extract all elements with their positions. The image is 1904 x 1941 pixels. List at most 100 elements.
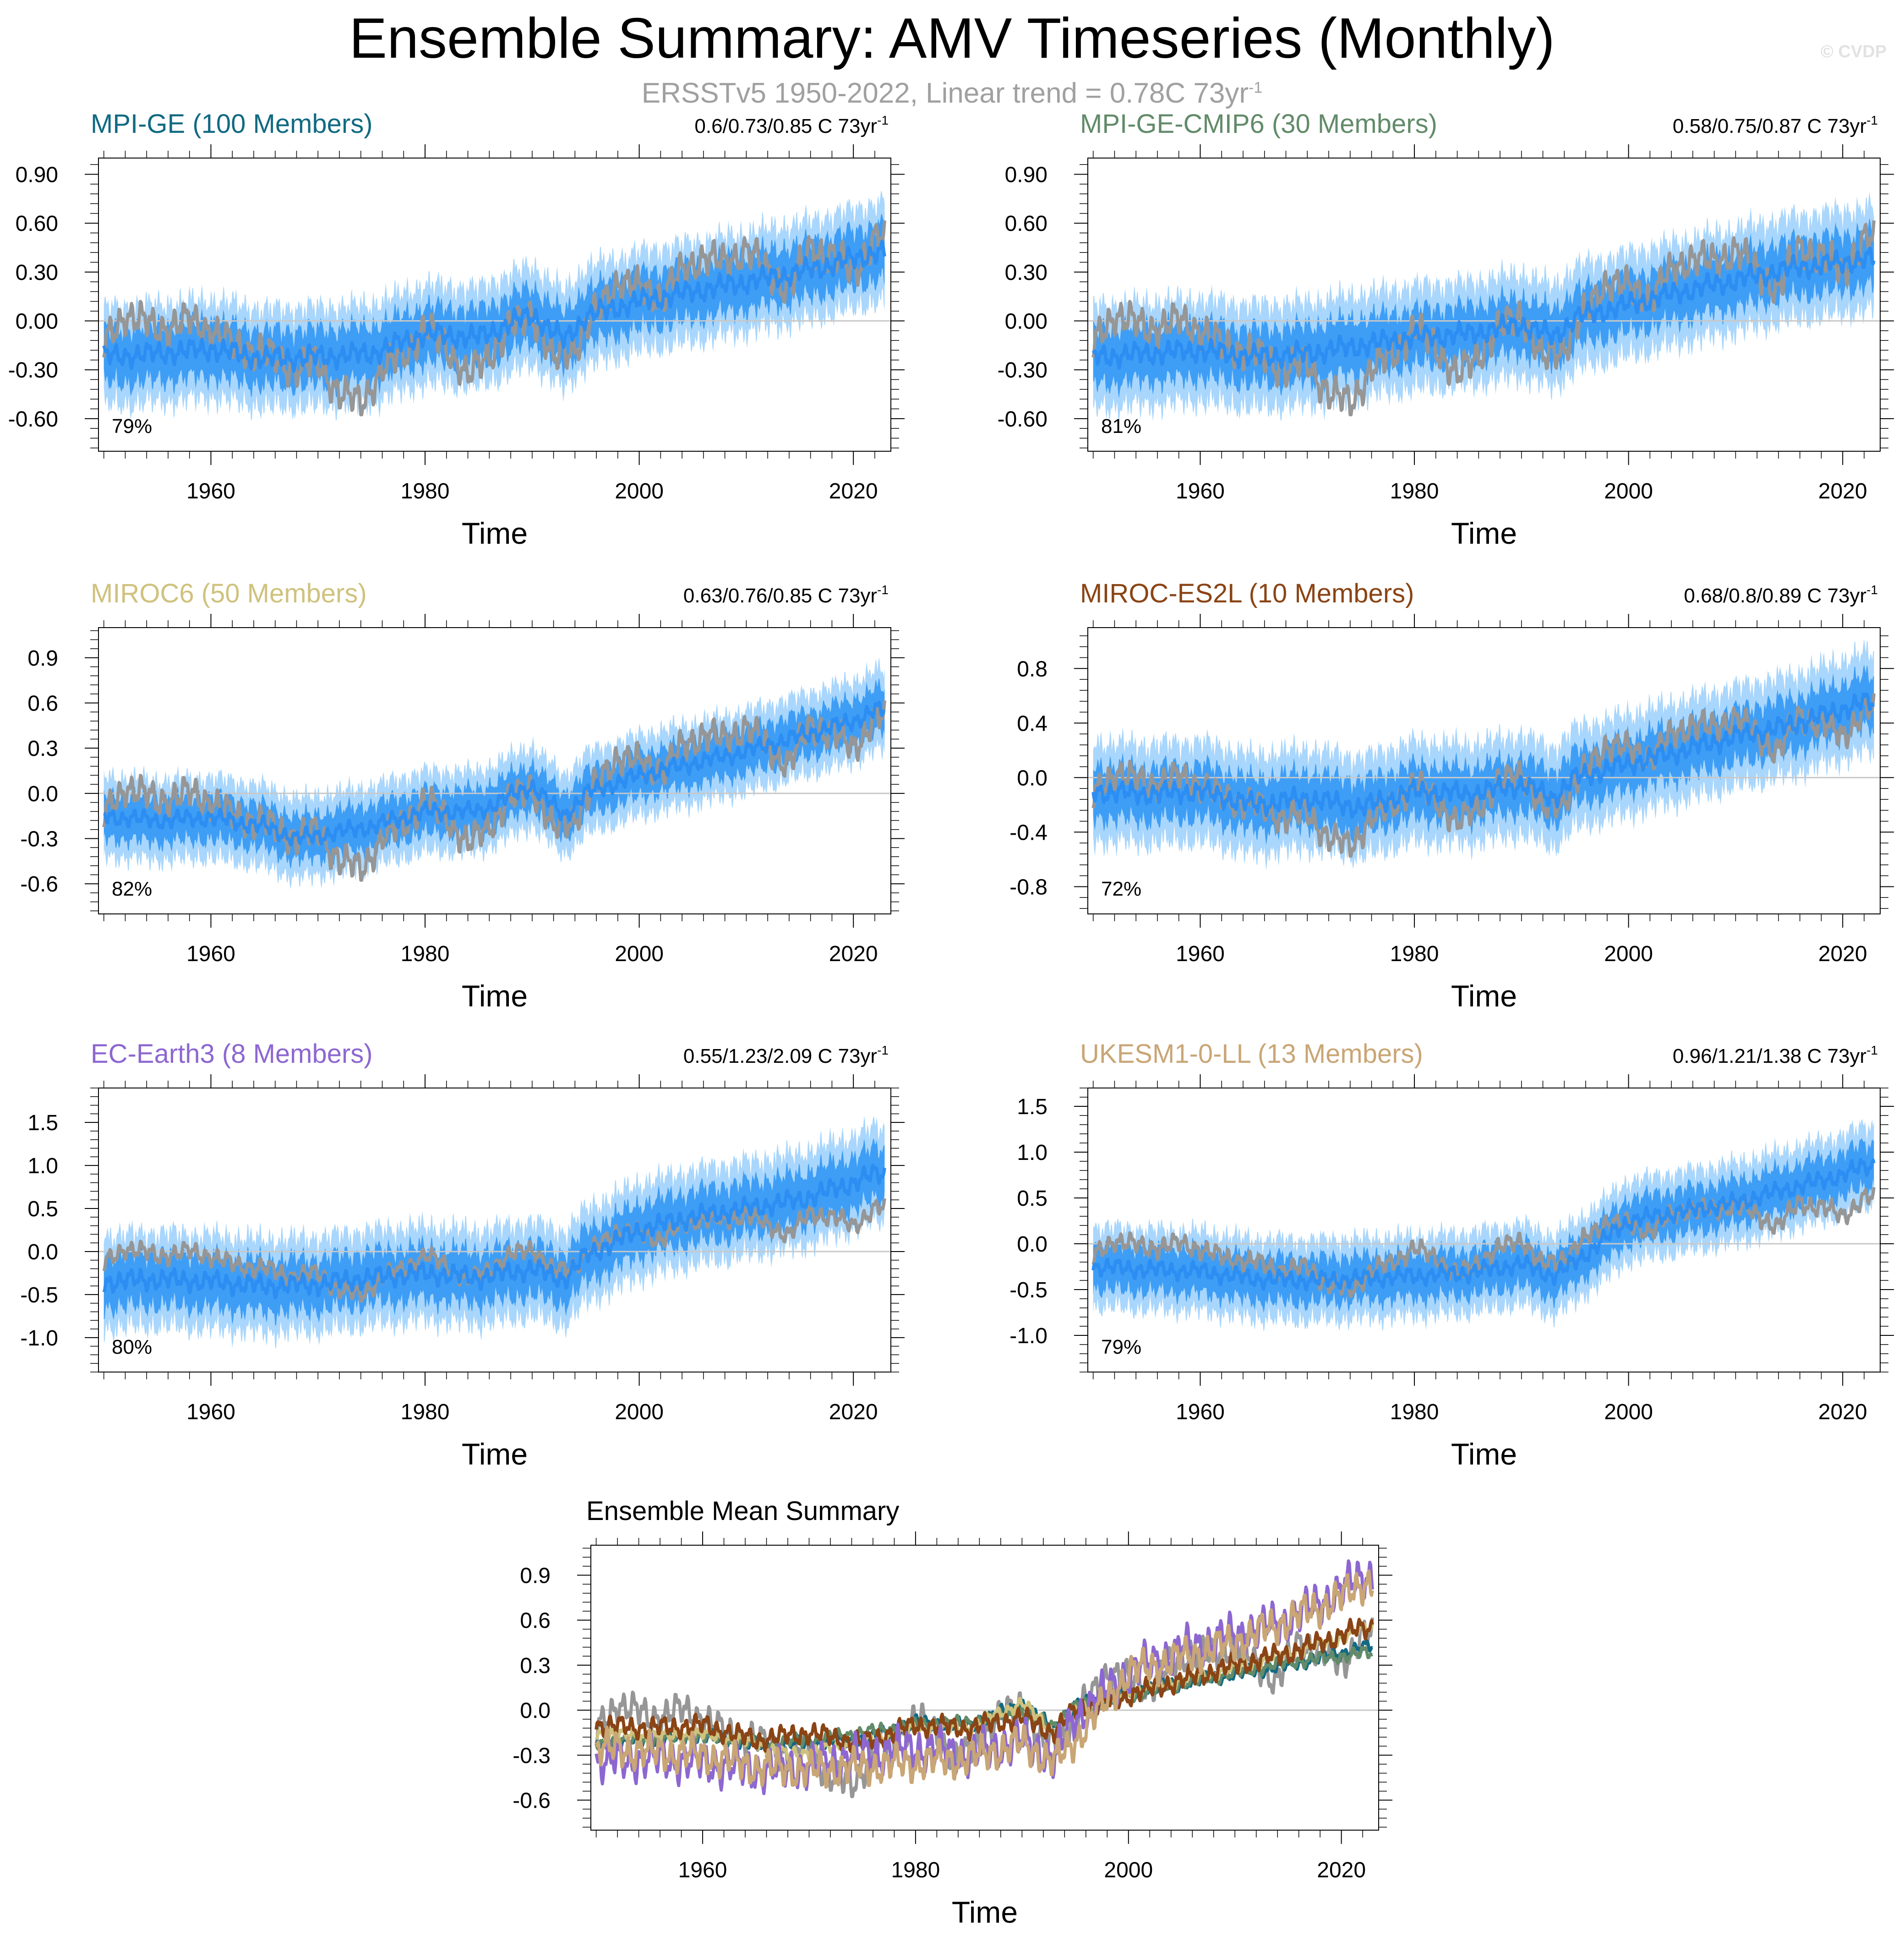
x-tick-label: 2000 [615,1400,664,1424]
panel-title: MIROC-ES2L (10 Members) [1080,579,1414,608]
panel-title: MPI-GE (100 Members) [91,109,373,139]
x-tick-label: 1980 [401,1400,450,1424]
x-tick-label: 2000 [1104,1858,1153,1882]
percent-label: 80% [112,1336,152,1358]
y-tick-label: 0.60 [16,212,58,236]
x-tick-label: 1960 [186,942,235,966]
page-title: Ensemble Summary: AMV Timeseries (Monthl… [349,7,1555,70]
x-tick-label: 1960 [186,479,235,503]
panel-title: MIROC6 (50 Members) [91,579,367,608]
panel-miroc-es2l: -0.8 -0.4 0.0 0.4 0.8 1960 1980 2000 2020 Time MIR… [1009,579,1894,1013]
trend-superscript: -1 [1866,583,1878,597]
series-ec-earth3 [595,1559,1374,1795]
x-tick-label: 1980 [1390,1400,1439,1424]
trend-label: 0.55/1.23/2.09 C 73yr-1 [683,1043,889,1067]
trend-superscript: -1 [1866,1043,1878,1057]
y-tick-label: 0.3 [27,737,58,761]
trend-superscript: -1 [877,1043,889,1057]
y-tick-label: 0.0 [27,782,58,806]
ensemble-mean-series [102,240,886,373]
x-tick-label: 2020 [1818,1400,1867,1424]
panel-title: EC-Earth3 (8 Members) [91,1039,373,1069]
subtitle-text: ERSSTv5 1950-2022, Linear trend = 0.78C … [641,77,1249,109]
trend-label: 0.96/1.21/1.38 C 73yr-1 [1673,1043,1878,1067]
y-tick-label: 0.90 [1005,163,1047,187]
y-tick-label: 0.6 [520,1609,551,1633]
x-tick-label: 2000 [1604,479,1653,503]
plot-frame [1087,1088,1881,1372]
x-axis-title: Time [1451,516,1517,550]
trend-label: 0.68/0.8/0.89 C 73yr-1 [1684,583,1878,607]
panel-ensemble-mean-summary: -0.6 -0.3 0.0 0.3 0.6 0.9 1960 1980 2000 2020 Time… [513,1496,1392,1929]
y-tick-label: -0.6 [20,872,58,897]
y-tick-label: 0.0 [1017,1232,1047,1257]
x-axis-title: Time [462,1437,528,1471]
y-tick-label: -0.8 [1009,875,1047,899]
spread-inner-band [104,678,885,869]
y-tick-label: -0.5 [20,1283,58,1307]
panel-miroc6: -0.6 -0.3 0.0 0.3 0.6 0.9 1960 1980 2000 2020 Time… [20,579,905,1013]
percent-label: 79% [112,415,152,437]
x-tick-label: 1960 [186,1400,235,1424]
y-tick-label: 1.0 [1017,1141,1047,1165]
y-tick-label: 0.4 [1017,711,1047,736]
x-axis-title: Time [1451,979,1517,1013]
y-tick-label: 1.0 [27,1154,58,1178]
x-tick-label: 2000 [1604,1400,1653,1424]
plot-frame [98,158,891,452]
x-axis-title: Time [952,1895,1018,1929]
subtitle-superscript: -1 [1248,79,1263,97]
panel-title: Ensemble Mean Summary [586,1496,899,1526]
y-tick-label: -1.0 [1009,1324,1047,1348]
x-tick-label: 1980 [891,1858,940,1882]
y-tick-label: -1.0 [20,1326,58,1350]
x-tick-label: 1980 [401,479,450,503]
x-axis-title: Time [1451,1437,1517,1471]
y-tick-label: 0.00 [16,310,58,334]
x-tick-label: 1960 [1176,479,1225,503]
y-tick-label: 1.5 [1017,1095,1047,1119]
y-tick-label: 0.5 [27,1197,58,1221]
x-axis-title: Time [462,979,528,1013]
x-tick-label: 1960 [678,1858,727,1882]
y-tick-label: -0.4 [1009,820,1047,845]
x-tick-label: 2020 [829,479,878,503]
y-tick-label: 0.8 [1017,657,1047,681]
y-tick-label: -0.30 [998,358,1047,383]
y-tick-label: -0.6 [513,1789,551,1813]
percent-label: 81% [1101,415,1141,437]
y-tick-label: 0.90 [16,163,58,187]
y-tick-label: 0.9 [27,646,58,671]
plot-background [591,1545,1379,1830]
y-tick-label: 0.30 [1005,261,1047,285]
y-tick-label: -0.30 [8,358,58,383]
series-ukesm1-0-ll [595,1569,1374,1789]
trend-superscript: -1 [1866,113,1878,127]
panel-ec-earth3: -1.0 -0.5 0.0 0.5 1.0 1.5 1960 1980 2000 2020 Time… [20,1039,905,1471]
y-tick-label: 0.30 [16,261,58,285]
y-tick-label: -0.5 [1009,1278,1047,1302]
x-tick-label: 1960 [1176,942,1225,966]
y-tick-label: 0.5 [1017,1186,1047,1211]
observation-series [102,220,886,416]
x-tick-label: 2000 [615,942,664,966]
cvdp-watermark: © CVDP [1820,42,1887,61]
plot-frame [590,1545,1379,1831]
x-tick-label: 2020 [829,1400,878,1424]
ensemble-mean-series [1091,246,1876,370]
y-tick-label: -0.60 [8,407,58,432]
y-tick-label: -0.3 [20,827,58,852]
panel-ukesm1-0-ll: -1.0 -0.5 0.0 0.5 1.0 1.5 1960 1980 2000 2020 Time… [1009,1039,1894,1471]
x-tick-label: 2000 [615,479,664,503]
trend-superscript: -1 [877,583,889,597]
y-tick-label: 0.6 [27,691,58,716]
x-tick-label: 1980 [1390,479,1439,503]
ensemble-mean-series [102,1164,886,1300]
percent-label: 79% [1101,1336,1141,1358]
trend-label: 0.63/0.76/0.85 C 73yr-1 [683,583,889,607]
panel-title: UKESM1-0-LL (13 Members) [1080,1039,1423,1069]
plot-frame [98,1088,891,1372]
ensemble-mean-series [103,700,885,847]
x-tick-label: 1960 [1176,1400,1225,1424]
